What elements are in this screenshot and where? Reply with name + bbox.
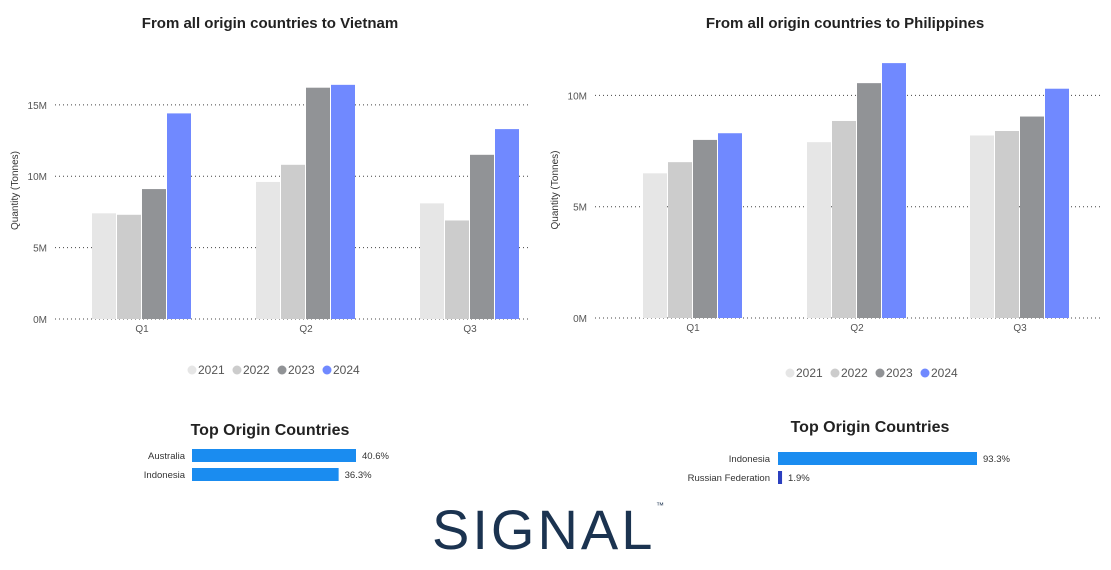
philippines-top-origin-chart: Top Origin Countries Indonesia 93.3% Russia… [688, 419, 1010, 484]
vietnam-chart-title: From all origin countries to Vietnam [142, 15, 398, 32]
legend-marker-2024 [920, 368, 930, 378]
legend-label-2022: 2022 [243, 363, 270, 377]
x-tick-label: Q2 [299, 324, 313, 335]
bar-2023-Q2 [306, 87, 330, 319]
legend-label-2021: 2021 [198, 363, 225, 377]
bar-2023-Q1 [693, 139, 717, 318]
y-axis-label: Quantity (Tonnes) [550, 151, 561, 230]
bar-2024-Q1 [718, 133, 742, 318]
origin-value-label: 1.9% [788, 473, 810, 484]
bar-2023-Q3 [1020, 116, 1044, 319]
y-tick-label: 10M [568, 91, 587, 102]
legend-label-2023: 2023 [886, 366, 913, 380]
x-tick-label: Q2 [850, 323, 864, 334]
origin-country-label: Indonesia [144, 470, 186, 481]
bar-2021-Q1 [92, 213, 116, 319]
legend-marker-2023 [875, 368, 885, 378]
bar-2022-Q3 [445, 220, 469, 319]
bar-2022-Q1 [117, 214, 141, 319]
bar-2023-Q2 [857, 83, 881, 318]
y-tick-label: 5M [573, 203, 587, 214]
y-tick-label: 0M [33, 315, 47, 326]
legend-marker-2021 [785, 368, 795, 378]
y-axis-label: Quantity (Tonnes) [10, 151, 21, 230]
bar-2024-Q3 [495, 129, 519, 319]
bar-2023-Q1 [142, 189, 166, 319]
bar-2021-Q2 [256, 181, 280, 319]
philippines-panel: From all origin countries to Philippines… [540, 0, 1111, 484]
legend-label-2024: 2024 [931, 366, 958, 380]
legend-marker-2022 [232, 365, 242, 375]
origin-value-label: 93.3% [983, 454, 1010, 465]
legend-marker-2021 [187, 365, 197, 375]
x-tick-label: Q1 [135, 324, 149, 335]
bar-2024-Q3 [1045, 88, 1069, 318]
x-tick-label: Q3 [463, 324, 477, 335]
vietnam-panel: From all origin countries to Vietnam 0M 5M… [0, 0, 540, 481]
origin-bar-indonesia [192, 468, 339, 481]
legend-marker-2024 [322, 365, 332, 375]
origin-country-label: Indonesia [729, 454, 771, 465]
bar-2022-Q2 [281, 164, 305, 319]
philippines-top-origin-title: Top Origin Countries [791, 419, 950, 436]
philippines-bar-chart: From all origin countries to Philippines… [550, 15, 1102, 380]
y-tick-label: 5M [33, 244, 47, 255]
legend-marker-2023 [277, 365, 287, 375]
bar-2021-Q3 [420, 203, 444, 319]
logo-trademark: ™ [656, 501, 664, 510]
bar-2021-Q3 [970, 135, 994, 318]
legend-label-2023: 2023 [288, 363, 315, 377]
bar-2021-Q2 [807, 142, 831, 318]
x-tick-label: Q3 [1013, 323, 1027, 334]
origin-value-label: 36.3% [345, 470, 372, 481]
y-tick-label: 15M [28, 101, 47, 112]
origin-value-label: 40.6% [362, 451, 389, 462]
philippines-chart-title: From all origin countries to Philippines [706, 15, 984, 32]
bar-2022-Q2 [832, 120, 856, 318]
origin-bar-australia [192, 449, 356, 462]
y-tick-label: 0M [573, 314, 587, 325]
legend-marker-2022 [830, 368, 840, 378]
legend-label-2024: 2024 [333, 363, 360, 377]
vietnam-bar-chart: From all origin countries to Vietnam 0M 5M… [10, 15, 530, 377]
logo-wordmark: SIGNAL [432, 498, 655, 558]
bar-2024-Q2 [882, 63, 906, 319]
signal-logo: SIGNAL ™ [432, 498, 664, 558]
bar-2024-Q1 [167, 113, 191, 320]
bar-2021-Q1 [643, 173, 667, 318]
vietnam-top-origin-chart: Top Origin Countries Australia 40.6% Indone… [144, 422, 389, 481]
x-tick-label: Q1 [686, 323, 700, 334]
bar-2023-Q3 [470, 154, 494, 319]
origin-bar-indonesia [778, 452, 977, 465]
vietnam-top-origin-title: Top Origin Countries [191, 422, 350, 439]
origin-bar-russian-federation [778, 471, 783, 484]
origin-country-label: Australia [148, 451, 186, 462]
bar-2022-Q3 [995, 131, 1019, 318]
origin-country-label: Russian Federation [688, 473, 770, 484]
bar-2022-Q1 [668, 162, 692, 318]
legend-label-2022: 2022 [841, 366, 868, 380]
bar-2024-Q2 [331, 84, 355, 319]
y-tick-label: 10M [28, 172, 47, 183]
legend-label-2021: 2021 [796, 366, 823, 380]
